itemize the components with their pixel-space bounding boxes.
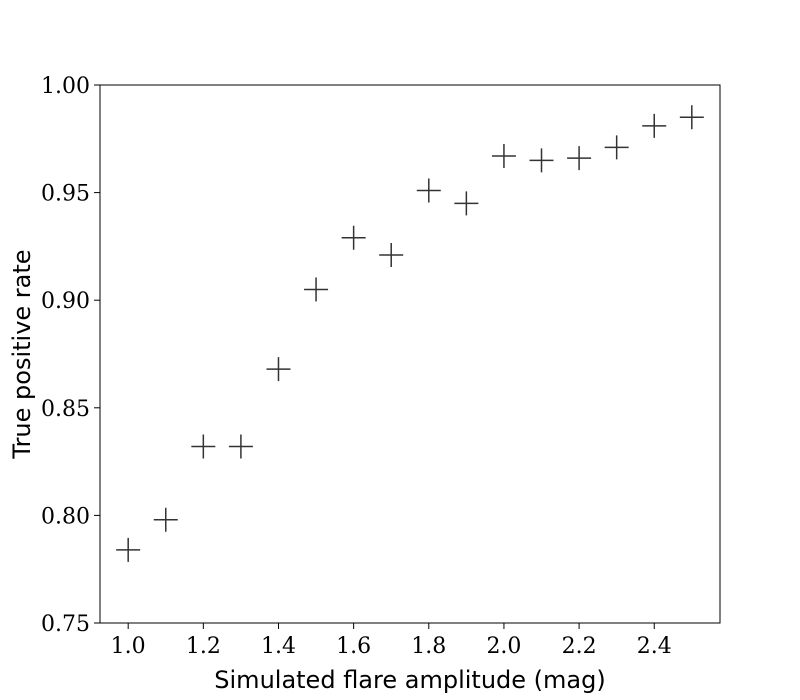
plus-marker <box>454 191 479 216</box>
y-tick-label: 0.90 <box>41 289 90 314</box>
y-axis-label: True positive rate <box>8 249 36 459</box>
plus-marker <box>153 507 178 532</box>
plus-marker <box>191 434 216 459</box>
y-tick-label: 1.00 <box>41 74 90 99</box>
x-axis-label: Simulated flare amplitude (mag) <box>214 666 605 694</box>
plus-marker <box>379 243 404 268</box>
x-tick-label: 1.2 <box>186 634 221 659</box>
x-tick-label: 2.4 <box>637 634 672 659</box>
y-tick-label: 0.95 <box>41 182 90 207</box>
y-tick-label: 0.80 <box>41 504 90 529</box>
plus-marker <box>266 357 291 382</box>
plus-marker <box>491 144 516 169</box>
plus-marker <box>529 148 554 173</box>
x-tick-label: 1.0 <box>111 634 146 659</box>
y-tick-label: 0.85 <box>41 397 90 422</box>
plus-marker <box>679 105 704 130</box>
x-tick-label: 1.4 <box>261 634 296 659</box>
x-tick-label: 1.6 <box>336 634 371 659</box>
plus-marker <box>116 537 141 562</box>
plus-marker <box>416 178 441 203</box>
x-tick-label: 2.0 <box>486 634 521 659</box>
plus-marker <box>642 113 667 138</box>
plot-frame <box>99 84 721 624</box>
plus-marker <box>567 146 592 171</box>
plus-marker <box>341 225 366 250</box>
plus-marker <box>228 434 253 459</box>
x-tick-label: 1.8 <box>411 634 446 659</box>
x-tick-label: 2.2 <box>562 634 597 659</box>
plus-marker <box>604 135 629 160</box>
plus-marker <box>304 277 329 302</box>
y-tick-label: 0.75 <box>41 612 90 637</box>
